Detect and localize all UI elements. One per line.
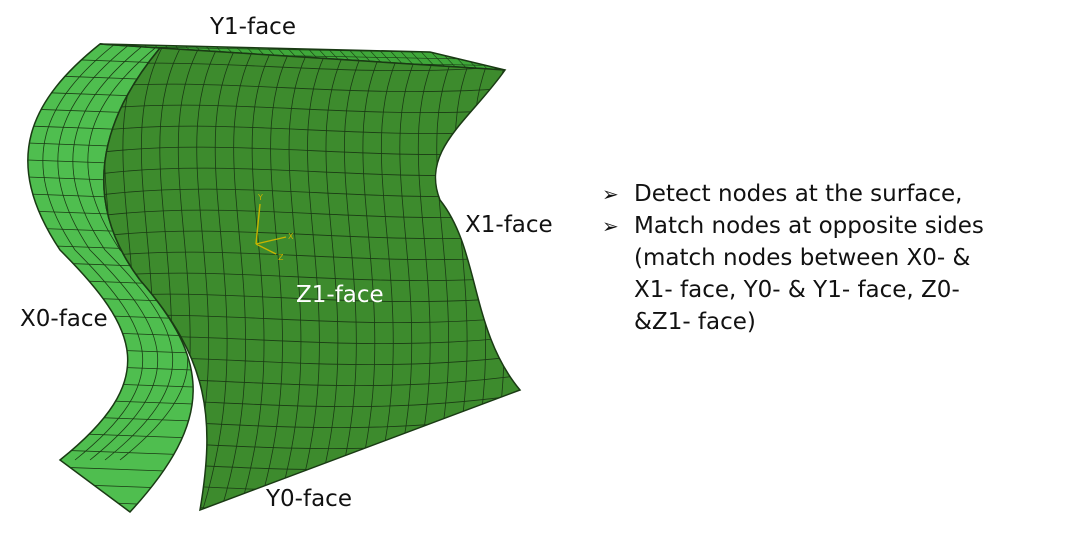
axis-triad: Y X Z (255, 193, 294, 262)
axis-x-label: X (288, 232, 294, 241)
arrow-bullet-icon: ➢ (602, 182, 619, 206)
y0-face-label: Y0-face (266, 486, 352, 512)
z1-face-label: Z1-face (296, 282, 384, 308)
y1-face-label: Y1-face (210, 14, 296, 40)
bullet-text: (match nodes between X0- & (634, 245, 971, 271)
axis-y-label: Y (257, 193, 263, 202)
notes-list: ➢ Detect nodes at the surface, ➢ Match n… (600, 178, 1060, 338)
bullet-item: ➢ Detect nodes at the surface, (600, 178, 1060, 210)
bullet-item: ➢ Match nodes at opposite sides (match n… (600, 210, 1060, 338)
bullet-text: Detect nodes at the surface, (634, 181, 963, 207)
x1-face-label: X1-face (465, 212, 553, 238)
x0-face-label: X0-face (20, 306, 108, 332)
axis-z-label: Z (278, 253, 284, 262)
bullet-text: &Z1- face) (634, 309, 756, 335)
bullet-text: Match nodes at opposite sides (634, 213, 984, 239)
bullet-text: X1- face, Y0- & Y1- face, Z0- (634, 277, 960, 303)
arrow-bullet-icon: ➢ (602, 214, 619, 238)
